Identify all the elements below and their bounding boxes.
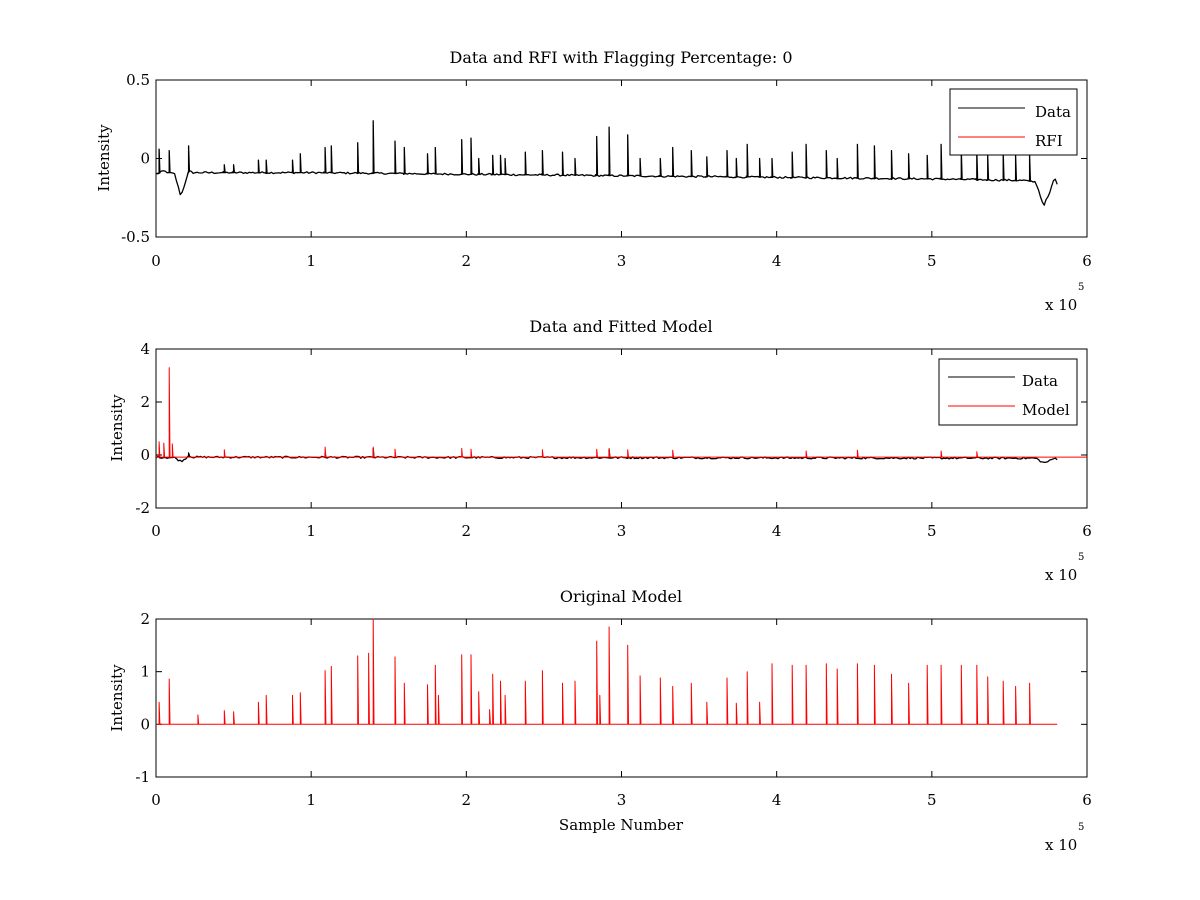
panel-2-ylabel: Intensity (108, 394, 126, 462)
x-tick-label: 3 (617, 791, 627, 809)
y-tick-label: 0 (140, 446, 150, 464)
panel-1-ticks: 0 1 2 3 4 5 60.50-0.5 (121, 71, 1092, 270)
x-tick-label: 1 (306, 522, 316, 540)
series-line-data (155, 120, 1058, 206)
panel-1-title: Data and RFI with Flagging Percentage: 0 (449, 48, 792, 67)
panel-3-xlabel: Sample Number (559, 816, 684, 834)
y-tick-label: 1 (140, 663, 150, 681)
series-line-model (156, 367, 1087, 458)
panel-3-title: Original Model (560, 587, 682, 606)
panel-1-plot-area (155, 120, 1058, 206)
y-tick-label: -2 (135, 499, 150, 517)
y-tick-label: -1 (135, 768, 150, 786)
x-tick-label: 6 (1082, 252, 1092, 270)
panel-1-legend-label-rfi: RFI (1035, 132, 1063, 150)
y-tick-label: 0 (140, 150, 150, 168)
panel-2-legend-label-data: Data (1022, 372, 1058, 390)
x-tick-label: 0 (151, 252, 161, 270)
x-tick-label: 6 (1082, 522, 1092, 540)
x-tick-label: 4 (772, 791, 782, 809)
x-tick-label: 1 (306, 252, 316, 270)
x-tick-label: 6 (1082, 791, 1092, 809)
x-tick-label: 5 (927, 252, 937, 270)
y-tick-label: -0.5 (121, 228, 150, 246)
series-line-model (156, 618, 1058, 725)
panel-3-ylabel: Intensity (108, 664, 126, 732)
panel-2-legend-label-model: Model (1022, 401, 1070, 419)
panel-1-legend-box (949, 88, 1078, 156)
y-tick-label: 2 (140, 610, 150, 628)
panel-1-legend: Data RFI (949, 88, 1078, 156)
panel-2-x-multiplier: x 10 (1045, 566, 1077, 584)
y-tick-label: 2 (140, 393, 150, 411)
x-tick-label: 0 (151, 791, 161, 809)
panel-3-x-multiplier-exponent: 5 (1078, 822, 1084, 833)
x-tick-label: 2 (462, 791, 472, 809)
x-tick-label: 3 (617, 252, 627, 270)
panel-2-title: Data and Fitted Model (529, 317, 712, 336)
x-tick-label: 0 (151, 522, 161, 540)
panel-2-legend-box (938, 358, 1078, 426)
y-tick-label: 4 (140, 340, 150, 358)
x-tick-label: 2 (462, 522, 472, 540)
y-tick-label: 0.5 (126, 71, 150, 89)
panel-1-legend-label-data: Data (1035, 103, 1071, 121)
panel-2-x-multiplier-exponent: 5 (1078, 552, 1084, 563)
panel-1-x-multiplier: x 10 (1045, 296, 1077, 314)
x-tick-label: 3 (617, 522, 627, 540)
y-tick-label: 0 (140, 715, 150, 733)
x-tick-label: 1 (306, 791, 316, 809)
panel-2: Data and Fitted Model Intensity 0 1 2 3 4 5 6 4… (108, 317, 1092, 584)
panel-1-x-multiplier-exponent: 5 (1078, 282, 1084, 293)
x-tick-label: 4 (772, 252, 782, 270)
x-tick-label: 4 (772, 522, 782, 540)
x-tick-label: 2 (462, 252, 472, 270)
panel-1-ylabel: Intensity (95, 124, 113, 192)
x-tick-label: 5 (927, 522, 937, 540)
panel-3-plot-area (156, 618, 1058, 725)
panel-3-x-multiplier: x 10 (1045, 836, 1077, 854)
panel-1: Data and RFI with Flagging Percentage: 0… (95, 48, 1092, 314)
panel-2-legend: Data Model (938, 358, 1078, 426)
x-tick-label: 5 (927, 791, 937, 809)
panel-2-plot-area (155, 367, 1087, 464)
